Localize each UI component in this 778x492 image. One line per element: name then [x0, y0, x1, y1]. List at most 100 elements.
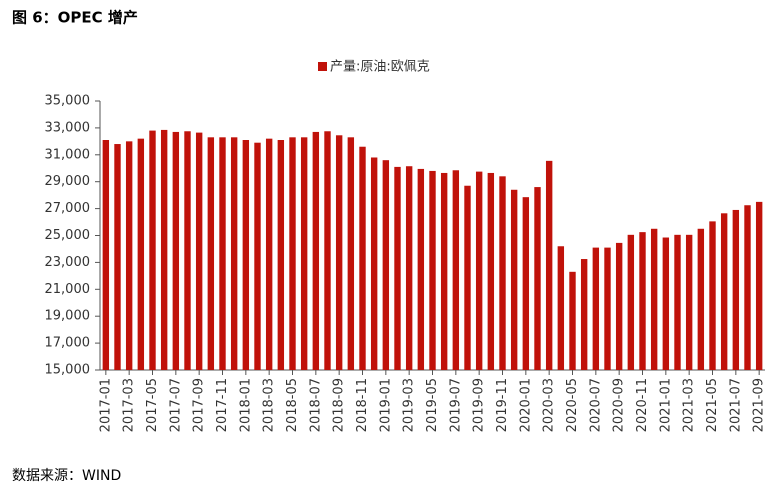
x-tick-label: 2021-07: [728, 378, 743, 432]
bar: [522, 197, 530, 370]
y-tick-label: 15,000: [45, 363, 91, 378]
x-tick-label: 2019-01: [378, 378, 393, 432]
bar: [195, 132, 203, 370]
bar: [347, 137, 355, 370]
bar: [324, 131, 331, 370]
y-tick-label: 27,000: [45, 201, 91, 216]
x-tick-label: 2021-03: [682, 378, 697, 432]
bar: [265, 138, 273, 370]
x-tick-label: 2020-05: [565, 378, 580, 432]
bar: [510, 189, 518, 370]
bar: [382, 160, 390, 370]
bar: [405, 166, 413, 370]
x-tick-label: 2019-09: [472, 378, 487, 432]
bar: [557, 246, 565, 370]
bar: [114, 144, 121, 370]
bar: [569, 271, 576, 370]
x-tick-label: 2017-07: [168, 378, 183, 432]
bar: [242, 140, 250, 370]
bar: [230, 137, 238, 370]
bar: [137, 138, 145, 370]
x-tick-label: 2018-07: [308, 378, 323, 432]
bar: [172, 131, 180, 370]
bar: [335, 135, 343, 370]
bar: [732, 209, 740, 370]
x-tick-label: 2017-11: [215, 378, 230, 432]
bar: [674, 234, 681, 370]
bar: [149, 130, 156, 370]
bar: [219, 137, 226, 370]
x-tick-label: 2017-01: [98, 378, 113, 432]
bar: [254, 142, 261, 370]
bar: [277, 140, 285, 370]
y-tick-label: 31,000: [45, 147, 91, 162]
y-tick-label: 17,000: [45, 336, 91, 351]
x-tick-label: 2019-03: [402, 378, 417, 432]
legend-label: 产量:原油:欧佩克: [330, 60, 430, 75]
y-tick-label: 33,000: [45, 120, 91, 135]
bar: [697, 228, 705, 370]
bar: [685, 234, 693, 370]
bar: [720, 213, 728, 370]
x-tick-label: 2017-03: [122, 378, 137, 432]
bar: [650, 228, 658, 370]
legend-swatch: [318, 62, 327, 71]
x-tick-label: 2020-11: [635, 378, 650, 432]
x-tick-label: 2021-05: [705, 378, 720, 432]
bar: [429, 170, 436, 370]
x-tick-label: 2018-11: [355, 378, 370, 432]
x-tick-label: 2020-09: [612, 378, 627, 432]
x-tick-label: 2017-05: [145, 378, 160, 432]
bar: [487, 172, 495, 370]
y-tick-label: 29,000: [45, 174, 91, 189]
x-tick-label: 2018-09: [332, 378, 347, 432]
x-tick-label: 2020-01: [518, 378, 533, 432]
x-tick-label: 2018-03: [262, 378, 277, 432]
bar: [370, 157, 378, 370]
bar: [312, 131, 320, 370]
bar: [289, 137, 296, 370]
x-tick-label: 2019-07: [448, 378, 463, 432]
bar: [627, 234, 635, 370]
bar: [755, 201, 763, 370]
bar: [452, 170, 460, 370]
x-tick-label: 2019-11: [495, 378, 510, 432]
bar: [744, 205, 751, 370]
bar: [639, 232, 646, 370]
x-tick-label: 2019-05: [425, 378, 440, 432]
bar: [102, 140, 110, 370]
bar: [300, 137, 308, 370]
bar: [662, 237, 670, 370]
bar: [359, 146, 366, 370]
bar: [580, 259, 588, 370]
source-note: 数据来源：WIND: [12, 468, 121, 484]
bar: [464, 185, 471, 370]
bar: [709, 221, 716, 370]
chart-title: 图 6：OPEC 增产: [12, 9, 138, 27]
y-tick-label: 25,000: [45, 228, 91, 243]
bar: [207, 137, 215, 370]
bar: [184, 131, 191, 370]
bar: [475, 171, 483, 370]
bar: [499, 176, 506, 370]
y-tick-label: 19,000: [45, 309, 91, 324]
x-tick-label: 2021-01: [658, 378, 673, 432]
x-tick-label: 2021-09: [752, 378, 767, 432]
bar: [125, 141, 133, 370]
x-tick-label: 2018-01: [238, 378, 253, 432]
bar: [592, 247, 600, 370]
x-tick-label: 2017-09: [192, 378, 207, 432]
bar: [604, 247, 611, 370]
x-tick-label: 2018-05: [285, 378, 300, 432]
bar: [545, 160, 553, 370]
bar: [417, 168, 425, 370]
bar: [440, 172, 448, 370]
x-tick-label: 2020-03: [542, 378, 557, 432]
bar: [394, 166, 401, 370]
x-tick-label: 2020-07: [588, 378, 603, 432]
y-tick-label: 35,000: [45, 94, 91, 109]
bar: [615, 242, 623, 370]
bar: [160, 129, 168, 370]
bar: [534, 187, 541, 370]
